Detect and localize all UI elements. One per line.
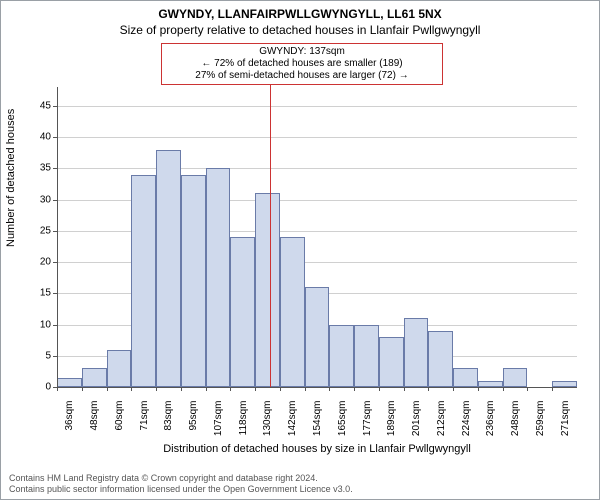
y-tick-label: 0 bbox=[29, 382, 51, 393]
x-tick-label: 201sqm bbox=[411, 401, 422, 445]
x-axis-label: Distribution of detached houses by size … bbox=[57, 443, 577, 455]
histogram-bar bbox=[354, 325, 379, 388]
histogram-bar bbox=[206, 168, 231, 387]
histogram-bar bbox=[503, 368, 528, 387]
annotation-line2: ← 72% of detached houses are smaller (18… bbox=[166, 58, 438, 70]
histogram-bar bbox=[131, 175, 156, 388]
x-tick-label: 165sqm bbox=[337, 401, 348, 445]
histogram-bar bbox=[453, 368, 478, 387]
y-tick-label: 40 bbox=[29, 132, 51, 143]
chart-container: GWYNDY, LLANFAIRPWLLGWYNGYLL, LL61 5NX S… bbox=[0, 0, 600, 500]
histogram-bar bbox=[329, 325, 354, 388]
x-tick-label: 95sqm bbox=[188, 401, 199, 445]
histogram-bar bbox=[107, 350, 132, 388]
x-tick-label: 130sqm bbox=[262, 401, 273, 445]
plot-area: 05101520253035404536sqm48sqm60sqm71sqm83… bbox=[57, 87, 577, 387]
histogram-bar bbox=[379, 337, 404, 387]
histogram-bar bbox=[404, 318, 429, 387]
histogram-bar bbox=[255, 193, 280, 387]
x-tick-label: 248sqm bbox=[510, 401, 521, 445]
chart-title-line2: Size of property relative to detached ho… bbox=[1, 23, 599, 37]
x-tick-label: 83sqm bbox=[163, 401, 174, 445]
y-axis-label: Number of detached houses bbox=[5, 227, 17, 247]
x-tick-label: 60sqm bbox=[114, 401, 125, 445]
histogram-bar bbox=[82, 368, 107, 387]
x-axis-line bbox=[57, 387, 577, 388]
y-tick-label: 35 bbox=[29, 163, 51, 174]
histogram-bar bbox=[230, 237, 255, 387]
annotation-line1: GWYNDY: 137sqm bbox=[166, 46, 438, 58]
y-gridline bbox=[57, 168, 577, 169]
histogram-bar bbox=[181, 175, 206, 388]
x-tick-label: 107sqm bbox=[213, 401, 224, 445]
x-tick-label: 189sqm bbox=[386, 401, 397, 445]
y-tick-label: 20 bbox=[29, 257, 51, 268]
y-tick-label: 30 bbox=[29, 194, 51, 205]
y-axis-line bbox=[57, 87, 58, 387]
x-tick-label: 177sqm bbox=[362, 401, 373, 445]
histogram-bar bbox=[305, 287, 330, 387]
annotation-line3: 27% of semi-detached houses are larger (… bbox=[166, 70, 438, 82]
y-tick-label: 25 bbox=[29, 225, 51, 236]
y-tick-label: 45 bbox=[29, 100, 51, 111]
y-tick-label: 15 bbox=[29, 288, 51, 299]
x-tick-label: 48sqm bbox=[89, 401, 100, 445]
footer: Contains HM Land Registry data © Crown c… bbox=[9, 473, 353, 495]
y-tick-label: 10 bbox=[29, 319, 51, 330]
x-tick-label: 236sqm bbox=[485, 401, 496, 445]
x-tick-label: 271sqm bbox=[560, 401, 571, 445]
footer-line1: Contains HM Land Registry data © Crown c… bbox=[9, 473, 353, 484]
reference-line bbox=[270, 85, 271, 387]
x-tick-label: 259sqm bbox=[535, 401, 546, 445]
x-tick-label: 212sqm bbox=[436, 401, 447, 445]
x-tick-label: 224sqm bbox=[461, 401, 472, 445]
histogram-bar bbox=[156, 150, 181, 388]
x-tick-label: 71sqm bbox=[139, 401, 150, 445]
reference-annotation-box: GWYNDY: 137sqm ← 72% of detached houses … bbox=[161, 43, 443, 85]
y-gridline bbox=[57, 137, 577, 138]
histogram-bar bbox=[428, 331, 453, 387]
chart-title-line1: GWYNDY, LLANFAIRPWLLGWYNGYLL, LL61 5NX bbox=[1, 7, 599, 21]
x-tick-label: 118sqm bbox=[238, 401, 249, 445]
x-tick-label: 154sqm bbox=[312, 401, 323, 445]
x-tick-label: 142sqm bbox=[287, 401, 298, 445]
y-tick-label: 5 bbox=[29, 350, 51, 361]
footer-line2: Contains public sector information licen… bbox=[9, 484, 353, 495]
x-tick-label: 36sqm bbox=[64, 401, 75, 445]
y-gridline bbox=[57, 106, 577, 107]
histogram-bar bbox=[57, 378, 82, 387]
histogram-bar bbox=[280, 237, 305, 387]
